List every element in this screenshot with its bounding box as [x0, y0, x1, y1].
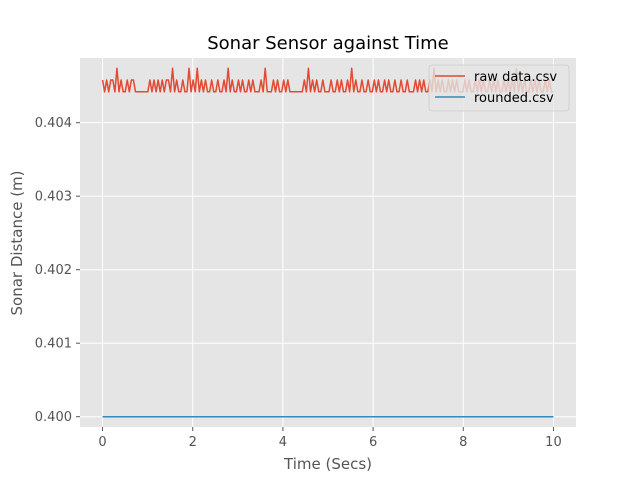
x-tick-label: 6 — [369, 435, 377, 450]
y-tick-label: 0.400 — [35, 410, 72, 425]
y-tick-label: 0.404 — [35, 116, 72, 131]
x-tick-label: 0 — [98, 435, 106, 450]
y-tick-label: 0.402 — [35, 263, 72, 278]
plot-area — [80, 58, 576, 427]
legend-label-rounded: rounded.csv — [474, 91, 554, 106]
chart-title: Sonar Sensor against Time — [207, 33, 449, 54]
x-tick-label: 4 — [279, 435, 287, 450]
grid-lines — [80, 58, 576, 427]
y-tick-label: 0.401 — [35, 337, 72, 352]
y-axis-label: Sonar Distance (m) — [8, 170, 26, 315]
y-axis-ticks: 0.400 0.401 0.402 0.403 0.404 — [35, 116, 80, 425]
x-tick-label: 2 — [189, 435, 197, 450]
legend: raw data.csv rounded.csv — [428, 64, 570, 112]
x-tick-label: 10 — [545, 435, 562, 450]
x-axis-ticks: 0 2 4 6 8 10 — [98, 427, 562, 450]
legend-label-raw-data: raw data.csv — [474, 70, 557, 85]
y-tick-label: 0.403 — [35, 190, 72, 205]
x-tick-label: 8 — [459, 435, 467, 450]
x-axis-label: Time (Secs) — [283, 455, 372, 473]
